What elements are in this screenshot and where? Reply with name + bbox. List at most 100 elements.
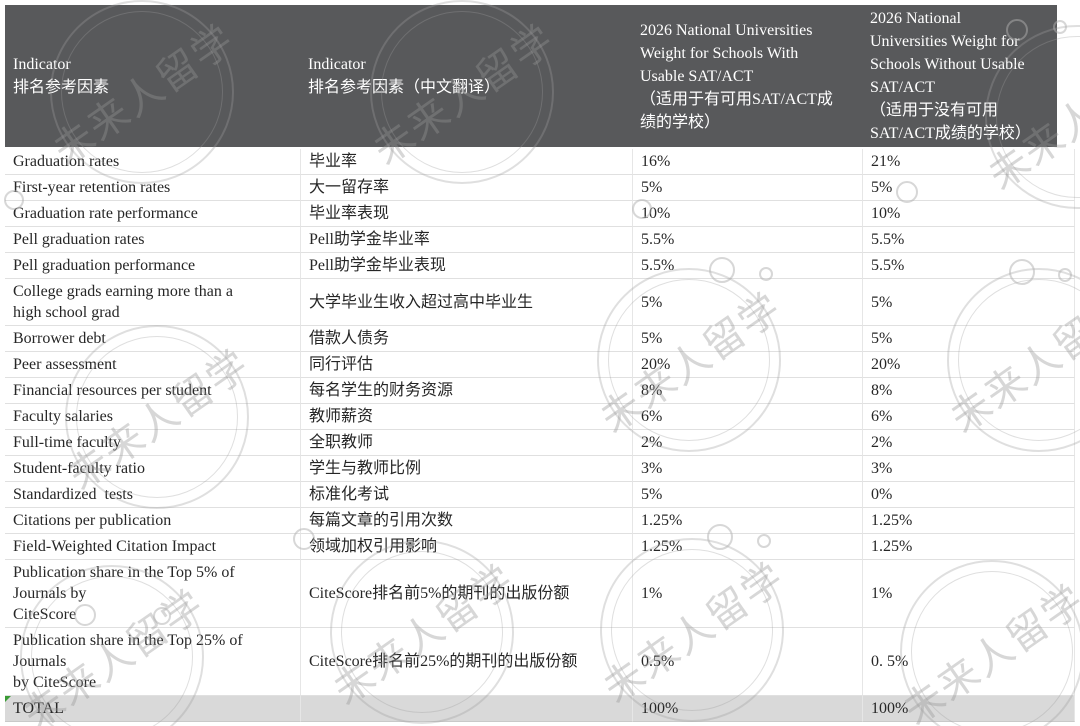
header-indicator-en: Indicator 排名参考因素 (5, 5, 300, 149)
cell-indicator-zh: 毕业率 (300, 149, 632, 175)
table-row: Graduation rate performance 毕业率表现 10% 10… (5, 201, 1075, 227)
indicator-zh-text: 教师薪资 (309, 408, 374, 425)
cell-weight-without-sat: 5.5% (862, 253, 1075, 279)
weight-with-sat-value: 0.5% (641, 653, 675, 670)
cell-weight-with-sat: 8% (632, 378, 862, 404)
indicator-en-text: College grads earning more than a high s… (13, 283, 233, 321)
cell-weight-without-sat: 1% (862, 560, 1075, 628)
indicator-en-text: Peer assessment (13, 356, 117, 373)
cell-indicator-zh: 大学毕业生收入超过高中毕业生 (300, 279, 632, 326)
table-header-row: Indicator 排名参考因素 Indicator 排名参考因素（中文翻译） … (5, 5, 1075, 149)
table-row: Peer assessment 同行评估 20% 20% (5, 352, 1075, 378)
cell-indicator-zh: 毕业率表现 (300, 201, 632, 227)
indicator-en-text: First-year retention rates (13, 179, 171, 196)
weight-with-sat-value: 10% (641, 205, 671, 222)
header-weight-with-sat: 2026 National Universities Weight for Sc… (632, 5, 862, 149)
cell-weight-without-sat: 5% (862, 279, 1075, 326)
cell-weight-with-sat: 0.5% (632, 628, 862, 696)
indicator-zh-text: 领域加权引用影响 (309, 538, 438, 555)
cell-indicator-en: Financial resources per student (5, 378, 300, 404)
cell-weight-without-sat: 5.5% (862, 227, 1075, 253)
cell-indicator-en: Graduation rates (5, 149, 300, 175)
weight-with-sat-value: 5% (641, 330, 663, 347)
indicator-zh-text: Pell助学金毕业率 (309, 231, 430, 248)
cell-indicator-en: Peer assessment (5, 352, 300, 378)
indicator-en-text: Publication share in the Top 5% of Journ… (13, 564, 235, 623)
table-row: Faculty salaries 教师薪资 6% 6% (5, 404, 1075, 430)
cell-weight-without-sat: 10% (862, 201, 1075, 227)
cell-indicator-zh: Pell助学金毕业表现 (300, 253, 632, 279)
weight-with-sat-value: 3% (641, 460, 663, 477)
weight-without-sat-value: 5% (871, 330, 893, 347)
cell-weight-with-sat: 6% (632, 404, 862, 430)
weight-with-sat-value: 1% (641, 585, 663, 602)
table-row: Publication share in the Top 5% of Journ… (5, 560, 1075, 628)
weight-with-sat-value: 100% (641, 700, 679, 717)
indicator-zh-text: 全职教师 (309, 434, 374, 451)
indicator-zh-text: 毕业率表现 (309, 205, 390, 222)
weight-with-sat-value: 16% (641, 153, 671, 170)
weight-without-sat-value: 5% (871, 293, 893, 311)
indicator-en-text: Graduation rates (13, 153, 120, 170)
indicator-zh-text: 学生与教师比例 (309, 460, 422, 477)
indicator-zh-text: CiteScore排名前5%的期刊的出版份额 (309, 585, 570, 602)
weight-with-sat-value: 5.5% (641, 257, 675, 274)
cell-indicator-en: College grads earning more than a high s… (5, 279, 300, 326)
cell-indicator-zh: 每篇文章的引用次数 (300, 508, 632, 534)
indicator-zh-text: 大一留存率 (309, 179, 390, 196)
header-weight-without-sat-label: 2026 National Universities Weight for Sc… (870, 10, 1031, 142)
table-row: Full-time faculty 全职教师 2% 2% (5, 430, 1075, 456)
weight-without-sat-value: 100% (871, 700, 909, 717)
cell-weight-with-sat: 5.5% (632, 253, 862, 279)
weight-with-sat-value: 5% (641, 293, 663, 311)
table-row: Student-faculty ratio 学生与教师比例 3% 3% (5, 456, 1075, 482)
cell-weight-without-sat: 0. 5% (862, 628, 1075, 696)
table-row: Standardized tests 标准化考试 5% 0% (5, 482, 1075, 508)
cell-indicator-en: Pell graduation performance (5, 253, 300, 279)
table-row: Borrower debt 借款人债务 5% 5% (5, 326, 1075, 352)
table-row: Citations per publication 每篇文章的引用次数 1.25… (5, 508, 1075, 534)
weight-without-sat-value: 5.5% (871, 257, 905, 274)
cell-indicator-en: Pell graduation rates (5, 227, 300, 253)
indicator-zh-text: 每名学生的财务资源 (309, 382, 454, 399)
indicator-en-text: Full-time faculty (13, 434, 121, 451)
cell-weight-with-sat: 2% (632, 430, 862, 456)
cell-weight-with-sat: 5.5% (632, 227, 862, 253)
cell-indicator-en: Full-time faculty (5, 430, 300, 456)
header-row: Indicator 排名参考因素 Indicator 排名参考因素（中文翻译） … (5, 5, 1075, 149)
table-row: Pell graduation performance Pell助学金毕业表现 … (5, 253, 1075, 279)
table-row: Publication share in the Top 25% of Jour… (5, 628, 1075, 696)
cell-indicator-en: Publication share in the Top 5% of Journ… (5, 560, 300, 628)
cell-indicator-zh: 每名学生的财务资源 (300, 378, 632, 404)
cell-weight-with-sat: 20% (632, 352, 862, 378)
indicator-en-text: Borrower debt (13, 330, 106, 347)
weight-without-sat-value: 1.25% (871, 538, 913, 555)
weight-with-sat-value: 5.5% (641, 231, 675, 248)
cell-weight-without-sat: 8% (862, 378, 1075, 404)
cell-weight-with-sat: 1% (632, 560, 862, 628)
indicator-en-text: Publication share in the Top 25% of Jour… (13, 632, 243, 691)
indicator-en-text: Pell graduation rates (13, 231, 145, 248)
cell-weight-with-sat: 1.25% (632, 508, 862, 534)
cell-weight-without-sat: 21% (862, 149, 1075, 175)
table-row: Graduation rates 毕业率 16% 21% (5, 149, 1075, 175)
cell-indicator-en: TOTAL (5, 696, 300, 722)
cell-indicator-en: Field-Weighted Citation Impact (5, 534, 300, 560)
weight-without-sat-value: 5.5% (871, 231, 905, 248)
table-body: Graduation rates 毕业率 16% 21% First-year … (5, 149, 1075, 722)
cell-indicator-en: Faculty salaries (5, 404, 300, 430)
table-row: Field-Weighted Citation Impact 领域加权引用影响 … (5, 534, 1075, 560)
cell-weight-without-sat: 5% (862, 326, 1075, 352)
header-indicator-en-label: Indicator 排名参考因素 (13, 56, 110, 96)
cell-weight-with-sat: 3% (632, 456, 862, 482)
indicator-en-text: Standardized tests (13, 486, 133, 503)
cell-indicator-zh: 领域加权引用影响 (300, 534, 632, 560)
weight-with-sat-value: 8% (641, 382, 663, 399)
cell-weight-without-sat: 6% (862, 404, 1075, 430)
indicator-zh-text: 大学毕业生收入超过高中毕业生 (309, 293, 534, 311)
weight-without-sat-value: 8% (871, 382, 893, 399)
cell-indicator-en: Graduation rate performance (5, 201, 300, 227)
indicator-en-text: Field-Weighted Citation Impact (13, 538, 217, 555)
cell-weight-without-sat: 1.25% (862, 534, 1075, 560)
